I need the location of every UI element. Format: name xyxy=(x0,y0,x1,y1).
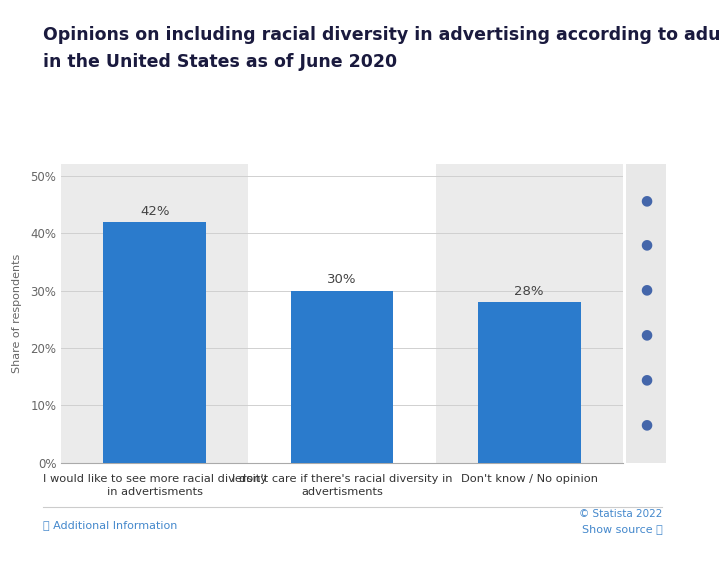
Bar xyxy=(61,164,248,463)
Text: © Statista 2022: © Statista 2022 xyxy=(579,509,662,519)
Text: ●: ● xyxy=(640,193,652,207)
Y-axis label: Share of respondents: Share of respondents xyxy=(12,254,22,373)
Bar xyxy=(104,222,206,463)
Bar xyxy=(477,302,580,463)
Text: ●: ● xyxy=(640,328,652,342)
Bar xyxy=(248,164,436,463)
Text: ●: ● xyxy=(640,282,652,297)
Text: in the United States as of June 2020: in the United States as of June 2020 xyxy=(43,53,397,71)
Bar xyxy=(436,164,623,463)
Text: ●: ● xyxy=(640,372,652,386)
Text: Opinions on including racial diversity in advertising according to adults: Opinions on including racial diversity i… xyxy=(43,26,720,45)
Text: ⓘ Additional Information: ⓘ Additional Information xyxy=(43,520,178,530)
Text: 28%: 28% xyxy=(515,285,544,298)
Text: 30%: 30% xyxy=(328,274,356,287)
Bar xyxy=(290,291,393,463)
Text: Show source ⓘ: Show source ⓘ xyxy=(582,524,662,534)
Text: ●: ● xyxy=(640,417,652,431)
Text: 42%: 42% xyxy=(140,205,169,217)
Text: ●: ● xyxy=(640,238,652,252)
